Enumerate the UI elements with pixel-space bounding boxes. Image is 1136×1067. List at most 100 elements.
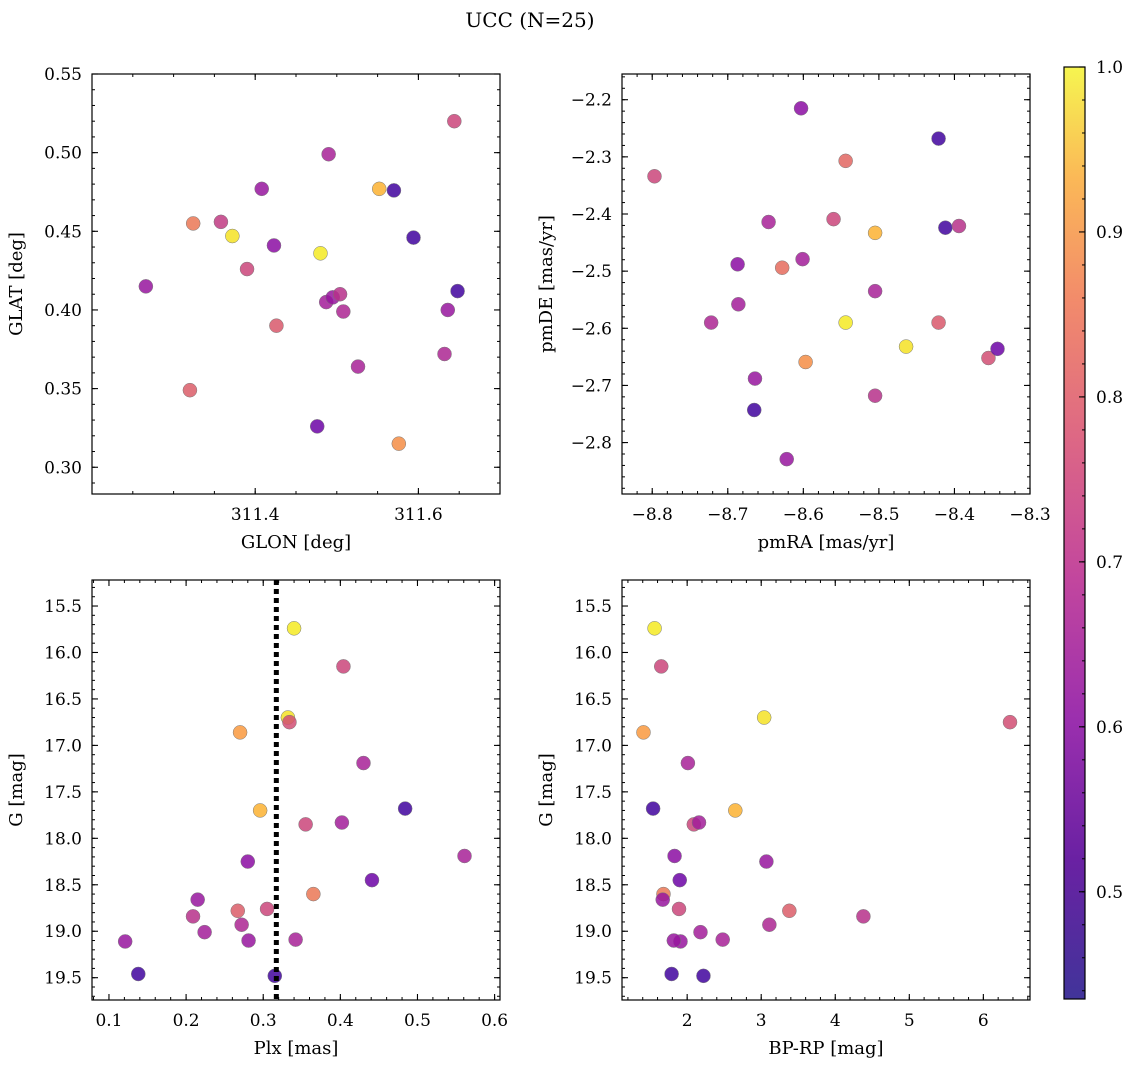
y-tick-label: 17.5	[44, 783, 82, 803]
x-axis-label: Plx [mas]	[254, 1038, 339, 1059]
x-tick-label: 0.3	[250, 1011, 277, 1031]
y-tick-label: 18.0	[574, 829, 612, 849]
data-point	[298, 817, 313, 832]
plot-frame	[621, 579, 1031, 1001]
data-point	[182, 382, 198, 398]
data-point	[282, 714, 297, 730]
data-point	[759, 854, 774, 869]
data-point	[117, 934, 133, 949]
data-point	[185, 909, 201, 924]
y-tick-label: 0.45	[44, 222, 82, 242]
data-point	[334, 815, 350, 830]
x-tick-label: 0.2	[173, 1011, 200, 1031]
y-tick-label: 0.35	[44, 380, 82, 400]
y-tick-label: 19.5	[574, 969, 612, 989]
data-point	[406, 230, 421, 245]
data-point	[747, 371, 763, 386]
data-point	[779, 451, 794, 467]
data-point	[636, 725, 651, 740]
x-tick-label: −8.7	[707, 505, 748, 525]
y-axis-label: pmDE [mas/yr]	[536, 215, 557, 353]
y-tick-label: 18.0	[44, 829, 82, 849]
data-point	[898, 339, 914, 354]
data-point	[838, 153, 853, 169]
data-point	[838, 315, 853, 330]
data-point	[190, 892, 205, 907]
data-point	[254, 181, 269, 197]
data-point	[715, 932, 730, 947]
data-point	[696, 968, 711, 984]
data-point	[225, 228, 240, 244]
colorbar-tick-label: 0.5	[1096, 883, 1123, 903]
plot-frame	[91, 579, 501, 1001]
y-tick-label: −2.4	[571, 205, 612, 225]
data-point	[447, 113, 462, 129]
data-point	[680, 755, 696, 771]
data-point	[440, 302, 456, 318]
data-point	[774, 260, 790, 275]
data-point	[350, 359, 366, 374]
data-point	[762, 917, 777, 932]
data-point	[730, 257, 745, 272]
data-point	[1002, 714, 1018, 730]
data-point	[667, 848, 682, 864]
data-point	[259, 901, 275, 917]
colorbar-tick-label: 0.7	[1096, 553, 1123, 573]
data-point	[450, 283, 465, 299]
data-point	[867, 388, 883, 403]
data-point	[782, 903, 797, 919]
y-tick-label: −2.7	[571, 376, 612, 396]
data-point	[313, 246, 328, 261]
data-point	[185, 216, 201, 231]
data-point	[306, 886, 321, 902]
data-point	[693, 924, 708, 940]
y-axis-label: GLAT [deg]	[6, 232, 27, 336]
y-tick-label: 18.5	[574, 876, 612, 896]
data-point	[437, 346, 452, 362]
colorbar-tick-label: 0.9	[1096, 223, 1123, 243]
data-point	[728, 803, 743, 818]
y-tick-label: 0.30	[44, 458, 82, 478]
data-point	[230, 903, 246, 919]
x-axis-label: BP-RP [mag]	[768, 1038, 883, 1059]
y-tick-label: 16.5	[44, 690, 82, 710]
x-tick-label: 5	[904, 1011, 915, 1031]
data-point	[286, 621, 302, 636]
data-point	[664, 966, 679, 982]
data-point	[981, 350, 996, 366]
panel-pmra-pmde: −8.8 −8.7 −8.6 −8.5 −8.4 −8.3 −2.8 −2.7 −2.6 −2.5…	[536, 73, 1051, 553]
data-point	[647, 621, 662, 636]
data-point	[931, 315, 946, 330]
data-point	[269, 318, 284, 333]
y-tick-label: 15.5	[574, 597, 612, 617]
data-point	[386, 183, 402, 198]
x-axis-label: pmRA [mas/yr]	[758, 532, 895, 553]
y-tick-label: 16.0	[44, 643, 82, 663]
data-point	[867, 225, 883, 241]
x-tick-label: 0.4	[327, 1011, 354, 1031]
x-tick-label: 0.6	[481, 1011, 508, 1031]
data-point	[356, 755, 371, 771]
y-tick-label: 0.40	[44, 301, 82, 321]
x-tick-label: 4	[830, 1011, 841, 1031]
data-point	[241, 933, 256, 948]
data-point	[746, 402, 762, 418]
x-axis-label: GLON [deg]	[241, 532, 351, 553]
data-point	[138, 279, 154, 294]
data-point	[795, 251, 810, 267]
y-tick-label: −2.8	[571, 434, 612, 454]
colorbar-tick-label: 0.8	[1096, 388, 1123, 408]
data-point	[288, 932, 303, 947]
data-point	[653, 659, 669, 674]
data-point	[364, 872, 380, 888]
y-tick-label: −2.5	[571, 262, 612, 282]
y-tick-label: 16.5	[574, 690, 612, 710]
colorbar-gradient	[1063, 66, 1086, 1000]
data-point	[197, 924, 212, 940]
y-tick-label: 15.5	[44, 597, 82, 617]
y-tick-label: 0.55	[44, 65, 82, 85]
data-point	[391, 436, 407, 451]
data-point	[457, 848, 472, 864]
data-point	[691, 815, 707, 830]
